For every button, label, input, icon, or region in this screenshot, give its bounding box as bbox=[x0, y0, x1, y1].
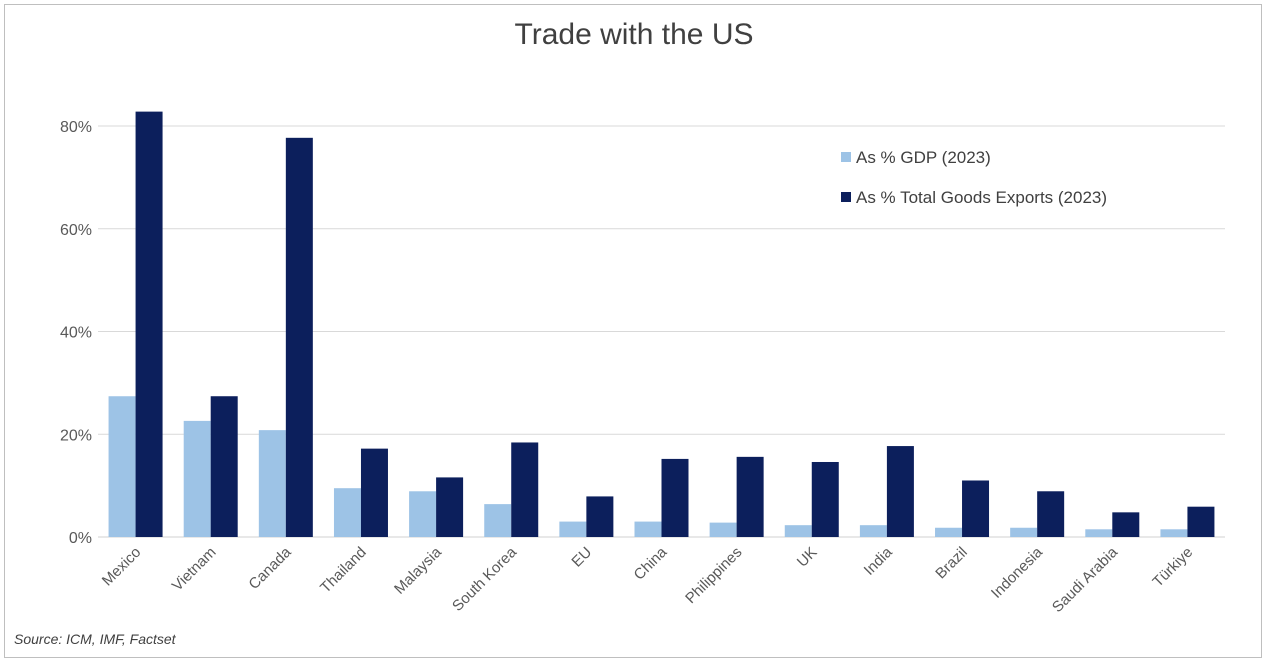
bar-gdp bbox=[1160, 529, 1188, 537]
bar-gdp bbox=[409, 491, 437, 537]
bar-gdp bbox=[935, 527, 963, 537]
bar-exports bbox=[1187, 506, 1215, 537]
bar-gdp bbox=[484, 504, 512, 537]
x-tick-label: Türkiye bbox=[1149, 544, 1196, 591]
bar-exports bbox=[661, 458, 689, 537]
y-axis-ticks: 0% 20% 40% 60% 80% bbox=[60, 119, 92, 547]
y-tick-label: 40% bbox=[60, 325, 92, 342]
bar-exports bbox=[1112, 512, 1140, 537]
x-tick-label: Saudi Arabia bbox=[1049, 543, 1122, 616]
y-tick-label: 0% bbox=[69, 530, 92, 547]
bar-exports bbox=[210, 396, 238, 537]
x-tick-label: Brazil bbox=[932, 544, 971, 583]
bar-gdp bbox=[108, 396, 136, 537]
bar-gdp bbox=[559, 521, 587, 537]
x-tick-label: South Korea bbox=[449, 543, 520, 614]
y-tick-label: 60% bbox=[60, 222, 92, 239]
bar-exports bbox=[736, 456, 764, 537]
bar-exports bbox=[586, 496, 614, 537]
x-tick-label: China bbox=[631, 543, 671, 583]
bar-exports bbox=[511, 442, 539, 537]
x-tick-label: India bbox=[861, 543, 896, 578]
x-tick-label: Thailand bbox=[317, 544, 370, 597]
bar-exports bbox=[811, 461, 839, 537]
bar-exports bbox=[360, 448, 388, 537]
bar-gdp bbox=[1010, 527, 1038, 537]
legend-label: As % Total Goods Exports (2023) bbox=[856, 188, 1107, 207]
x-tick-label: Mexico bbox=[99, 544, 145, 590]
x-tick-label: UK bbox=[794, 544, 821, 571]
source-note: Source: ICM, IMF, Factset bbox=[14, 631, 176, 647]
legend-swatch bbox=[841, 152, 851, 162]
bar-gdp bbox=[1085, 529, 1113, 537]
x-tick-label: Canada bbox=[245, 543, 295, 593]
legend-swatch bbox=[841, 192, 851, 202]
y-tick-label: 20% bbox=[60, 427, 92, 444]
x-tick-label: Philippines bbox=[682, 544, 745, 607]
bar-gdp bbox=[634, 521, 662, 537]
legend-label: As % GDP (2023) bbox=[856, 148, 991, 167]
bar-exports bbox=[962, 480, 990, 537]
x-tick-label: Vietnam bbox=[169, 544, 220, 595]
bar-gdp bbox=[859, 525, 887, 537]
bar-gdp bbox=[709, 522, 737, 537]
x-tick-label: Indonesia bbox=[988, 543, 1046, 601]
bar-gdp bbox=[183, 420, 211, 537]
bar-gdp bbox=[333, 488, 361, 537]
bars bbox=[108, 111, 1215, 538]
y-tick-label: 80% bbox=[60, 119, 92, 136]
bar-exports bbox=[886, 446, 914, 537]
chart-title: Trade with the US bbox=[514, 18, 754, 51]
bar-exports bbox=[436, 477, 464, 537]
x-tick-label: Malaysia bbox=[391, 543, 445, 597]
bar-gdp bbox=[258, 430, 286, 537]
bar-exports bbox=[285, 137, 313, 537]
bar-exports bbox=[1037, 491, 1065, 537]
bar-exports bbox=[135, 111, 163, 538]
legend: As % GDP (2023) As % Total Goods Exports … bbox=[841, 148, 1107, 207]
x-tick-label: EU bbox=[568, 544, 595, 571]
x-axis-ticks: Mexico Vietnam Canada Thailand Malaysia South… bbox=[99, 543, 1196, 616]
bar-gdp bbox=[784, 525, 812, 537]
